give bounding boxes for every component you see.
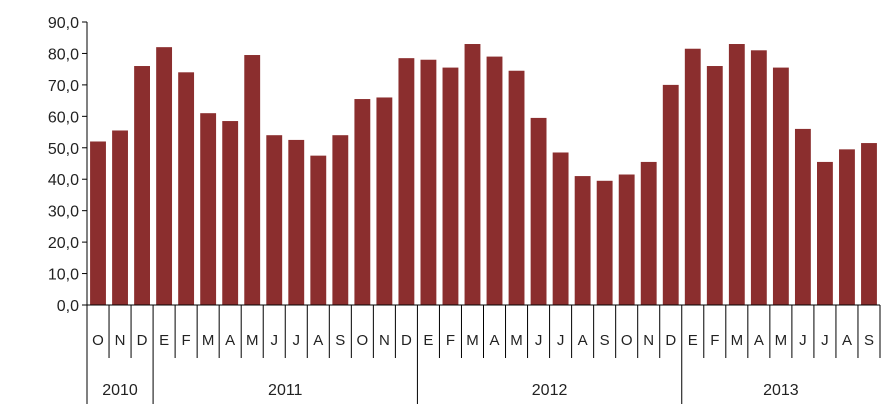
- bar: [619, 175, 635, 305]
- month-label: O: [621, 332, 633, 349]
- y-tick-label: 40,0: [48, 172, 79, 189]
- bar: [398, 58, 414, 305]
- month-label: N: [115, 332, 126, 349]
- month-label: J: [799, 332, 807, 349]
- bar: [817, 162, 833, 305]
- bar: [310, 156, 326, 305]
- bar: [332, 135, 348, 305]
- bar: [597, 181, 613, 305]
- year-label: 2010: [102, 382, 138, 399]
- year-label: 2013: [763, 382, 799, 399]
- month-label: O: [357, 332, 369, 349]
- bar: [376, 97, 392, 305]
- bar: [156, 47, 172, 305]
- month-label: A: [578, 332, 588, 349]
- bar: [178, 72, 194, 305]
- month-label: F: [710, 332, 719, 349]
- month-label: D: [137, 332, 148, 349]
- bar: [443, 68, 459, 305]
- y-tick-label: 90,0: [48, 15, 79, 32]
- month-label: S: [335, 332, 345, 349]
- y-tick-label: 70,0: [48, 78, 79, 95]
- bar: [531, 118, 547, 305]
- y-tick-label: 0,0: [57, 298, 79, 315]
- y-tick-label: 50,0: [48, 141, 79, 158]
- bar: [509, 71, 525, 305]
- bar: [575, 176, 591, 305]
- bar: [90, 141, 106, 305]
- month-label: M: [510, 332, 523, 349]
- year-label: 2012: [532, 382, 568, 399]
- month-label: A: [842, 332, 852, 349]
- month-label: F: [182, 332, 191, 349]
- month-label: N: [643, 332, 654, 349]
- year-label: 2011: [268, 382, 303, 399]
- bar: [222, 121, 238, 305]
- month-label: A: [313, 332, 323, 349]
- y-tick-label: 30,0: [48, 204, 79, 221]
- month-label: E: [688, 332, 698, 349]
- bar: [707, 66, 723, 305]
- bar: [685, 49, 701, 305]
- y-tick-label: 20,0: [48, 235, 79, 252]
- month-label: J: [557, 332, 565, 349]
- bar: [354, 99, 370, 305]
- bar: [465, 44, 481, 305]
- bars: [90, 44, 877, 305]
- bar: [134, 66, 150, 305]
- month-label: J: [535, 332, 543, 349]
- month-label: F: [446, 332, 455, 349]
- x-axis: O N D E F M A M J J A S O N D E F M A M J J A S O N D E F M A M J J A S2010…: [87, 305, 880, 404]
- month-label: J: [270, 332, 278, 349]
- bar: [773, 68, 789, 305]
- bar: [751, 50, 767, 305]
- month-label: M: [731, 332, 744, 349]
- y-tick-label: 60,0: [48, 109, 79, 126]
- bar: [200, 113, 216, 305]
- month-label: M: [466, 332, 479, 349]
- bar: [266, 135, 282, 305]
- month-label: O: [92, 332, 104, 349]
- bar: [839, 149, 855, 305]
- month-label: A: [754, 332, 764, 349]
- bar: [553, 152, 569, 305]
- bar: [288, 140, 304, 305]
- bar: [641, 162, 657, 305]
- month-label: N: [379, 332, 390, 349]
- bar: [795, 129, 811, 305]
- month-label: S: [864, 332, 874, 349]
- y-tick-label: 10,0: [48, 267, 79, 284]
- bar: [729, 44, 745, 305]
- y-axis: 0,0 10,0 20,0 30,0 40,0 50,0 60,0 70,0 80,0 90,0: [48, 15, 87, 315]
- month-label: E: [159, 332, 169, 349]
- bar: [421, 60, 437, 305]
- month-label: M: [246, 332, 259, 349]
- month-label: S: [600, 332, 610, 349]
- month-label: M: [775, 332, 788, 349]
- bar: [487, 57, 503, 305]
- bar: [663, 85, 679, 305]
- month-label: E: [423, 332, 433, 349]
- y-tick-label: 80,0: [48, 46, 79, 63]
- month-label: J: [821, 332, 829, 349]
- bar: [244, 55, 260, 305]
- month-label: A: [490, 332, 500, 349]
- month-label: J: [293, 332, 301, 349]
- month-label: M: [202, 332, 215, 349]
- month-label: A: [225, 332, 235, 349]
- month-label: D: [401, 332, 412, 349]
- bar: [861, 143, 877, 305]
- month-label: D: [665, 332, 676, 349]
- bar: [112, 130, 128, 305]
